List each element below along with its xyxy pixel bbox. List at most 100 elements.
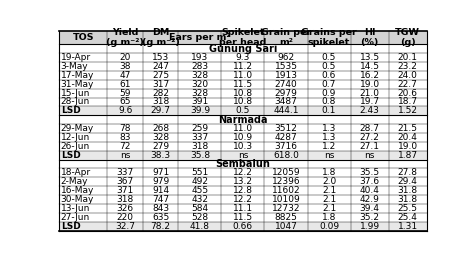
Text: LSD: LSD: [61, 151, 81, 160]
Text: HI
(%): HI (%): [360, 28, 379, 47]
Text: 259: 259: [191, 124, 209, 133]
Text: 9.3: 9.3: [236, 53, 250, 62]
Text: 78.2: 78.2: [151, 222, 171, 231]
Text: 11.0: 11.0: [233, 71, 253, 80]
Text: 10.9: 10.9: [233, 133, 253, 142]
Text: 78: 78: [119, 124, 131, 133]
Text: 19.0: 19.0: [398, 142, 418, 151]
Bar: [59, 106, 427, 115]
Text: 11602: 11602: [272, 186, 301, 195]
Text: 1047: 1047: [274, 222, 297, 231]
Text: 317: 317: [152, 80, 169, 89]
Text: 11.0: 11.0: [233, 124, 253, 133]
Text: 15-Jun: 15-Jun: [61, 89, 90, 98]
Text: LSD: LSD: [61, 106, 81, 115]
Text: 24.0: 24.0: [398, 71, 418, 80]
Text: 14.5: 14.5: [360, 62, 380, 71]
Text: Yield
(g m⁻²): Yield (g m⁻²): [106, 28, 144, 47]
Text: 20.1: 20.1: [398, 53, 418, 62]
Text: 0.6: 0.6: [322, 71, 336, 80]
Text: 17-May: 17-May: [61, 71, 94, 80]
Text: 0.66: 0.66: [233, 222, 253, 231]
Text: ns: ns: [238, 151, 248, 160]
Text: 31.8: 31.8: [398, 186, 418, 195]
Text: 328: 328: [152, 133, 169, 142]
Text: 19-Apr: 19-Apr: [61, 53, 91, 62]
Text: 59: 59: [119, 89, 131, 98]
Text: 1.8: 1.8: [322, 213, 336, 222]
Text: 3487: 3487: [274, 97, 297, 106]
Text: Narmada: Narmada: [218, 115, 268, 125]
Text: 13.5: 13.5: [360, 53, 380, 62]
Text: 28.7: 28.7: [360, 124, 380, 133]
Text: 38.3: 38.3: [151, 151, 171, 160]
Text: 326: 326: [117, 204, 134, 213]
Text: 39.9: 39.9: [190, 106, 210, 115]
Bar: [59, 151, 427, 160]
Text: 12732: 12732: [272, 204, 300, 213]
Text: 12059: 12059: [272, 168, 301, 177]
Text: 39.4: 39.4: [360, 204, 380, 213]
Text: 962: 962: [277, 53, 294, 62]
Text: 247: 247: [152, 62, 169, 71]
Text: ns: ns: [365, 151, 375, 160]
Text: 0.09: 0.09: [319, 222, 339, 231]
Text: 47: 47: [119, 71, 131, 80]
Text: 1.3: 1.3: [322, 133, 336, 142]
Text: 12.2: 12.2: [233, 168, 253, 177]
Text: 12.2: 12.2: [233, 195, 253, 204]
Text: 11.5: 11.5: [233, 213, 253, 222]
Text: 16.2: 16.2: [360, 71, 380, 80]
Text: 2.43: 2.43: [360, 106, 380, 115]
Text: 27.1: 27.1: [360, 142, 380, 151]
Text: 12396: 12396: [272, 177, 301, 186]
Text: 18-Apr: 18-Apr: [61, 168, 91, 177]
Text: 42.9: 42.9: [360, 195, 380, 204]
Text: 0.5: 0.5: [322, 53, 336, 62]
Text: 31-May: 31-May: [61, 80, 94, 89]
Text: 551: 551: [191, 168, 209, 177]
Text: 914: 914: [152, 186, 169, 195]
Text: 35.5: 35.5: [360, 168, 380, 177]
Text: 20.6: 20.6: [398, 89, 418, 98]
Text: 318: 318: [191, 142, 209, 151]
Text: 20: 20: [119, 53, 131, 62]
Text: 19.0: 19.0: [360, 80, 380, 89]
Text: 3716: 3716: [274, 142, 298, 151]
Text: 29.4: 29.4: [398, 177, 418, 186]
Text: 1.31: 1.31: [398, 222, 418, 231]
Text: 318: 318: [117, 195, 134, 204]
Text: 432: 432: [191, 195, 209, 204]
Text: 83: 83: [119, 133, 131, 142]
Text: 635: 635: [152, 213, 169, 222]
Text: 40.4: 40.4: [360, 186, 380, 195]
Text: LSD: LSD: [61, 222, 81, 231]
Text: 1535: 1535: [274, 62, 298, 71]
Text: 12.8: 12.8: [233, 186, 253, 195]
Text: 65: 65: [119, 97, 131, 106]
Text: TOS: TOS: [73, 33, 94, 42]
Text: 1.2: 1.2: [322, 142, 336, 151]
Text: 27-Jun: 27-Jun: [61, 213, 90, 222]
Text: Gunung Sari: Gunung Sari: [209, 44, 277, 54]
Text: 153: 153: [152, 53, 169, 62]
Text: 41.8: 41.8: [190, 222, 210, 231]
Text: 971: 971: [152, 168, 169, 177]
Text: 584: 584: [191, 204, 209, 213]
Text: 20.4: 20.4: [398, 133, 418, 142]
Text: 220: 220: [117, 213, 134, 222]
Text: Grain per
m²: Grain per m²: [261, 28, 311, 47]
Text: Grains per
spikelet: Grains per spikelet: [301, 28, 357, 47]
Text: 2-May: 2-May: [61, 177, 88, 186]
Text: 29-May: 29-May: [61, 124, 94, 133]
Text: 11.1: 11.1: [233, 204, 253, 213]
Text: 528: 528: [191, 213, 209, 222]
Text: 13-Jun: 13-Jun: [61, 204, 90, 213]
Text: 35.2: 35.2: [360, 213, 380, 222]
Text: 25.5: 25.5: [398, 204, 418, 213]
Text: 318: 318: [152, 97, 169, 106]
Text: 492: 492: [191, 177, 209, 186]
Text: 2.0: 2.0: [322, 177, 336, 186]
Text: 2979: 2979: [274, 89, 297, 98]
Text: 1913: 1913: [274, 71, 298, 80]
